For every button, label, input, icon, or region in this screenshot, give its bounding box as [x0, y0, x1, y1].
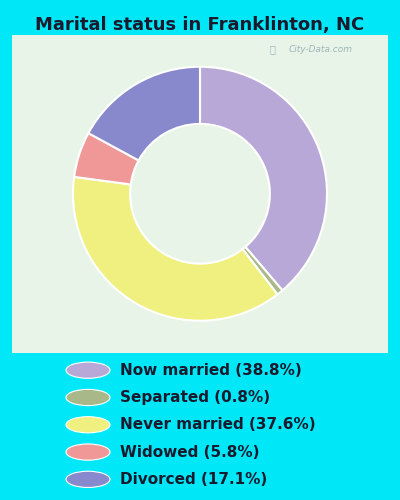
Circle shape: [66, 471, 110, 488]
Text: Never married (37.6%): Never married (37.6%): [120, 418, 316, 432]
Text: Marital status in Franklinton, NC: Marital status in Franklinton, NC: [35, 16, 365, 34]
Circle shape: [66, 362, 110, 378]
Circle shape: [66, 444, 110, 460]
Text: Separated (0.8%): Separated (0.8%): [120, 390, 270, 405]
Wedge shape: [88, 66, 200, 160]
Wedge shape: [243, 247, 282, 294]
Wedge shape: [73, 177, 278, 320]
Wedge shape: [200, 66, 327, 290]
Circle shape: [66, 416, 110, 433]
Wedge shape: [74, 133, 139, 184]
Text: Divorced (17.1%): Divorced (17.1%): [120, 472, 267, 487]
Circle shape: [66, 390, 110, 406]
Text: ⓘ: ⓘ: [270, 44, 276, 54]
Text: City-Data.com: City-Data.com: [288, 44, 352, 54]
Text: Now married (38.8%): Now married (38.8%): [120, 362, 302, 378]
Text: Widowed (5.8%): Widowed (5.8%): [120, 444, 260, 460]
